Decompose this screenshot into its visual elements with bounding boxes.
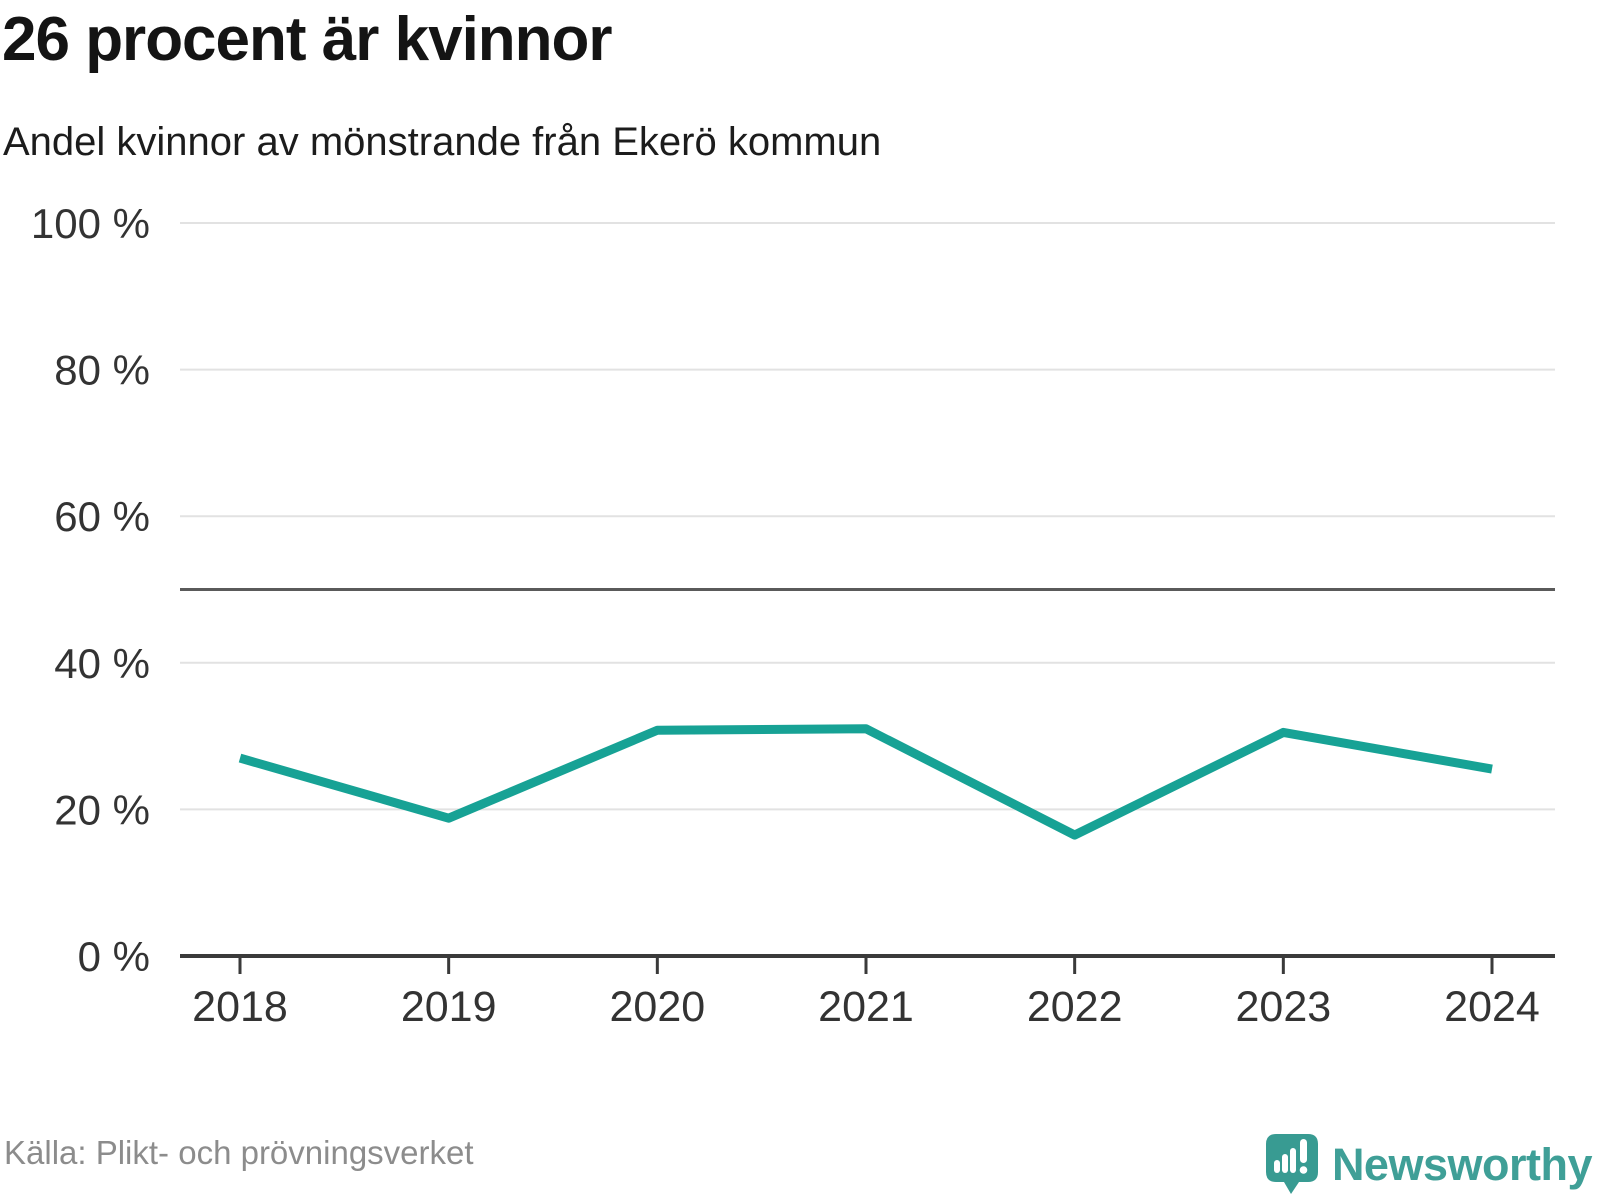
chart-title: 26 procent är kvinnor [2,5,613,74]
exclamation-bar [1299,1139,1307,1163]
x-label-2020: 2020 [609,983,705,1031]
y-label-60: 60 % [54,493,150,540]
y-label-100: 100 % [31,200,150,247]
x-label-2018: 2018 [192,983,288,1031]
x-label-2024: 2024 [1444,983,1540,1031]
y-label-80: 80 % [54,347,150,394]
x-label-2019: 2019 [401,983,497,1031]
bar-medium [1281,1154,1288,1173]
chart-subtitle: Andel kvinnor av mönstrande från Ekerö k… [3,120,882,164]
y-label-0: 0 % [78,933,150,980]
y-label-40: 40 % [54,640,150,687]
brand-name: Newsworthy [1331,1139,1593,1190]
plot-area: 2018 2019 2020 2021 2022 2023 2024 0 % 20 % 40 % 6… [31,200,1555,1031]
data-line-andel-kvinnor-av-m-nstrande [238,724,1493,840]
x-label-2022: 2022 [1027,983,1123,1031]
x-label-2023: 2023 [1235,983,1331,1031]
newsworthy-logo: Newsworthy [1265,1134,1593,1196]
bar-small [1273,1160,1280,1173]
source-note: Källa: Plikt- och prövningsverket [4,1134,474,1171]
newsworthy-bubble-icon [1265,1134,1318,1194]
x-label-2021: 2021 [818,983,914,1031]
y-label-20: 20 % [54,786,150,833]
exclamation-dot [1299,1166,1308,1174]
bar-large [1289,1148,1296,1173]
